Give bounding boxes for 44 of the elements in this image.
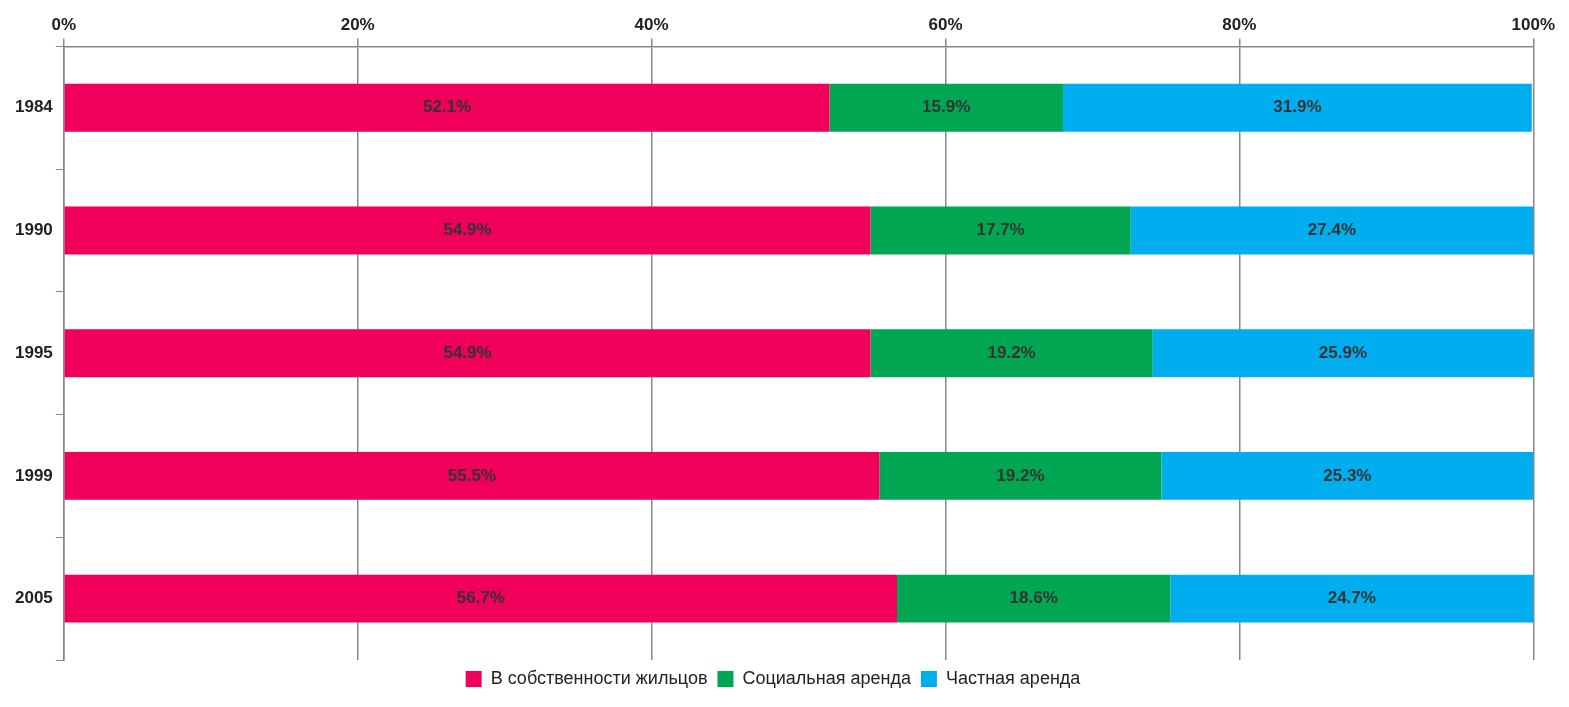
bar — [1170, 574, 1534, 623]
legend-label: В собственности жильцов — [490, 667, 708, 688]
bar — [1161, 451, 1534, 500]
y-tick-label: 2005 — [14, 588, 53, 608]
legend-label: Частная аренда — [945, 667, 1082, 688]
bar — [64, 83, 830, 132]
bar — [870, 329, 1153, 378]
bar — [64, 451, 880, 500]
bar — [64, 574, 897, 623]
data-label: 25.3% — [1323, 465, 1372, 485]
bar — [829, 83, 1064, 132]
y-tick-label: 1999 — [14, 465, 53, 485]
bar — [64, 206, 871, 255]
data-label: 54.9% — [443, 342, 492, 362]
data-label: 25.9% — [1318, 342, 1368, 362]
data-label: 52.1% — [422, 97, 472, 117]
data-label: 19.2% — [996, 465, 1045, 485]
bar — [1130, 206, 1534, 255]
data-label: 19.2% — [987, 342, 1036, 362]
x-tick-label: 100% — [1511, 14, 1555, 34]
y-tick-label: 1984 — [14, 97, 54, 117]
x-tick-label: 20% — [340, 14, 375, 34]
data-label: 31.9% — [1273, 97, 1322, 117]
data-label: 54.9% — [443, 220, 492, 240]
bar — [870, 206, 1131, 255]
bar — [1152, 329, 1534, 378]
x-tick-label: 0% — [51, 14, 77, 34]
data-label: 17.7% — [976, 220, 1025, 240]
bar — [1063, 83, 1532, 132]
data-label: 55.5% — [447, 465, 497, 485]
data-label: 24.7% — [1327, 588, 1376, 608]
bar — [64, 329, 871, 378]
bar — [879, 451, 1162, 500]
y-tick-label: 1995 — [14, 342, 53, 362]
bar — [896, 574, 1171, 623]
x-tick-label: 60% — [928, 14, 963, 34]
data-label: 18.6% — [1009, 588, 1058, 608]
y-tick-label: 1990 — [14, 220, 53, 240]
data-label: 15.9% — [922, 97, 971, 117]
x-tick-label: 40% — [634, 14, 669, 34]
legend-label: Социальная аренда — [742, 667, 912, 688]
x-tick-label: 80% — [1222, 14, 1257, 34]
data-label: 27.4% — [1307, 220, 1357, 240]
data-label: 56.7% — [456, 588, 505, 608]
